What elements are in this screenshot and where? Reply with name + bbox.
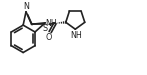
Text: NH: NH xyxy=(70,31,82,40)
Text: N: N xyxy=(23,2,29,11)
Text: O: O xyxy=(46,33,52,42)
Text: NH: NH xyxy=(45,19,56,28)
Text: S: S xyxy=(43,24,48,33)
